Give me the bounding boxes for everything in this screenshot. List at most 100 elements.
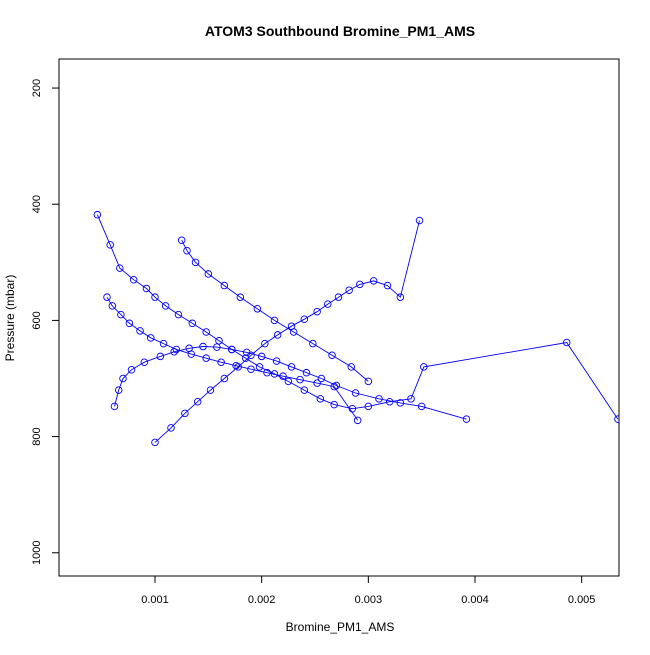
data-point [253, 305, 262, 313]
data-point [140, 358, 149, 366]
data-point [396, 399, 405, 407]
data-point [369, 277, 378, 285]
data-point [127, 366, 136, 374]
x-tick-label: 0.002 [248, 594, 276, 606]
data-point [93, 210, 102, 219]
data-point [415, 216, 424, 225]
data-point [279, 372, 287, 380]
x-tick-label: 0.004 [461, 594, 489, 606]
data-point [317, 374, 326, 383]
data-point [220, 281, 229, 290]
data-point [146, 334, 155, 342]
chart-title: ATOM3 Southbound Bromine_PM1_AMS [205, 23, 475, 39]
data-point [328, 351, 336, 360]
data-point [204, 270, 213, 278]
data-point [206, 386, 215, 394]
data-point [272, 357, 281, 365]
data-point [270, 316, 279, 325]
data-point [213, 343, 221, 351]
data-point [261, 339, 269, 348]
data-point [313, 307, 321, 316]
profile-line [181, 239, 369, 382]
x-axis-label: Bromine_PM1_AMS [286, 620, 395, 634]
data-point [287, 363, 296, 371]
x-tick-label: 0.003 [355, 594, 383, 606]
data-point [220, 374, 229, 383]
y-tick-label: 600 [31, 311, 43, 329]
data-point [284, 377, 293, 386]
data-point [103, 293, 111, 301]
data-point [199, 342, 207, 351]
data-point [351, 389, 360, 397]
data-point [407, 395, 415, 403]
x-axis: 0.001 0.002 0.003 0.004 0.005 [141, 575, 596, 606]
data-point [324, 300, 332, 308]
y-tick-label: 400 [31, 195, 43, 213]
data-point [136, 327, 144, 335]
data-point [364, 377, 373, 386]
y-tick-label: 1000 [31, 541, 43, 565]
data-point [202, 354, 210, 362]
data-point [300, 386, 309, 394]
data-point [161, 302, 170, 310]
data-point [228, 345, 236, 354]
data-point [177, 236, 186, 244]
data-point [345, 286, 353, 294]
data-point [289, 328, 298, 336]
data-point [257, 352, 266, 361]
data-point [181, 409, 189, 418]
data-point [191, 258, 200, 267]
data-point [183, 246, 191, 255]
data-point [353, 416, 362, 425]
data-point [396, 293, 405, 301]
data-point [159, 339, 168, 348]
data-point [172, 345, 181, 354]
data-point [263, 368, 271, 377]
data-point [255, 363, 264, 371]
data-point [302, 368, 311, 377]
data-point [330, 400, 338, 409]
data-point [151, 438, 159, 447]
data-point [334, 293, 343, 301]
data-point [332, 381, 341, 390]
data-point [193, 397, 202, 406]
data-point [151, 293, 159, 301]
data-point [614, 415, 619, 423]
data-point [232, 361, 240, 370]
y-axis: 200 400 600 800 1000 [31, 79, 60, 565]
data-point [156, 352, 165, 361]
data-point [125, 319, 134, 328]
data-point [106, 241, 114, 249]
data-point [420, 363, 428, 371]
data-point [313, 379, 321, 387]
data-point [375, 395, 383, 403]
y-axis-label: Pressure (mbar) [3, 275, 17, 362]
y-tick-label: 200 [31, 79, 43, 97]
data-point [187, 350, 196, 358]
data-point [300, 315, 309, 323]
x-tick-label: 0.005 [568, 594, 596, 606]
data-point [236, 293, 245, 301]
x-tick-label: 0.001 [141, 594, 169, 606]
data-point [330, 382, 338, 391]
data-point [215, 336, 223, 345]
data-point [296, 375, 304, 384]
data-point [273, 331, 282, 339]
data-point [202, 328, 210, 336]
data-point [142, 284, 151, 293]
profile-line [106, 296, 359, 421]
data-point [117, 310, 125, 319]
data-point [562, 338, 571, 347]
data-point [347, 363, 356, 371]
data-point [129, 275, 138, 284]
data-point [247, 365, 255, 373]
data-point [242, 348, 251, 357]
y-tick-label: 800 [31, 427, 43, 445]
data-point [316, 395, 325, 403]
profile-line [154, 220, 420, 443]
data-point [188, 319, 197, 328]
data-point [383, 281, 392, 290]
